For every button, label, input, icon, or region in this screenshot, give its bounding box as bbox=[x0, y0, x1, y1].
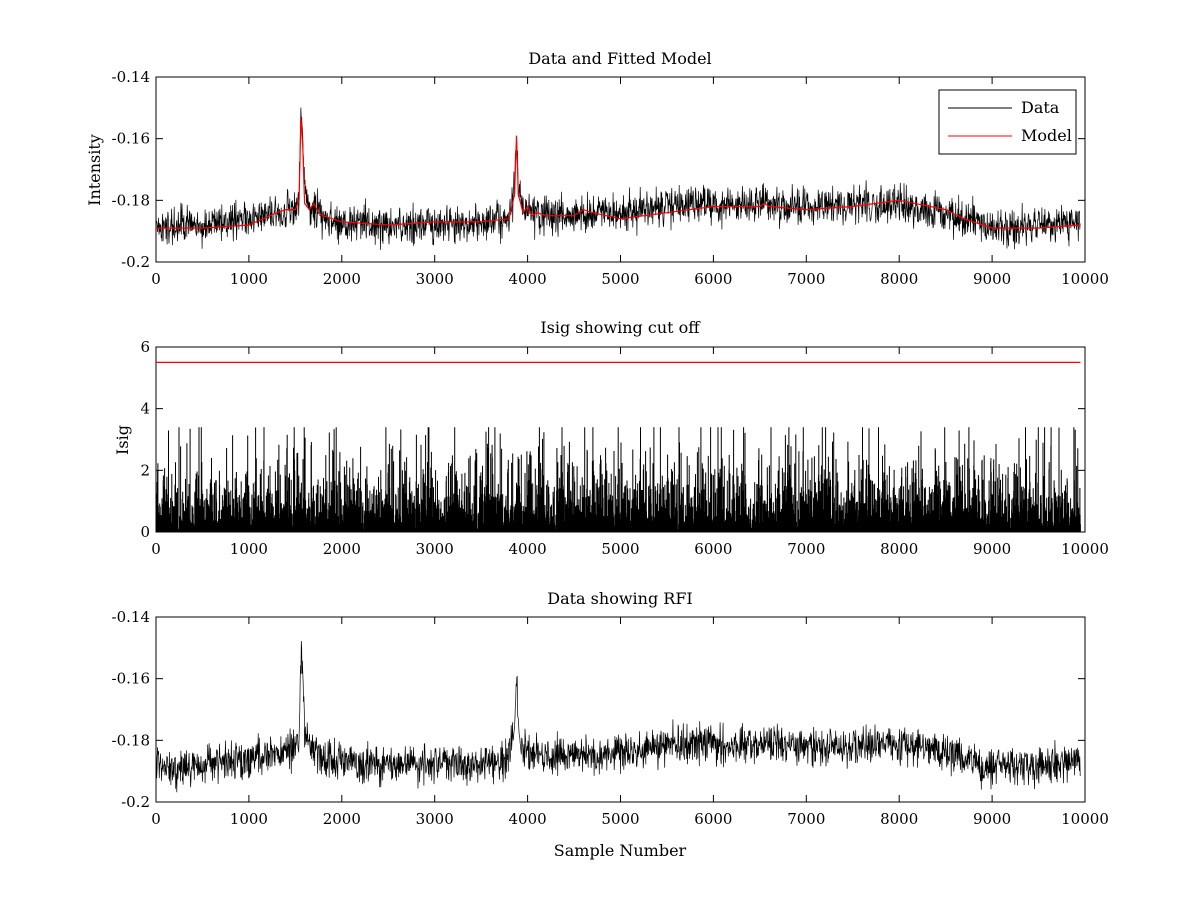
x-tick-label: 7000 bbox=[787, 810, 825, 828]
y-tick-label: 2 bbox=[140, 461, 150, 479]
series-layer bbox=[156, 107, 1081, 250]
panel-title: Data showing RFI bbox=[547, 589, 692, 608]
x-tick-label: 1000 bbox=[230, 810, 268, 828]
y-tick-label: -0.16 bbox=[112, 670, 150, 688]
series-layer bbox=[156, 640, 1081, 793]
x-tick-label: 9000 bbox=[973, 810, 1011, 828]
x-tick-label: 2000 bbox=[323, 540, 361, 558]
panel-title: Data and Fitted Model bbox=[528, 49, 711, 68]
y-tick-label: -0.18 bbox=[112, 191, 150, 209]
x-tick-label: 10000 bbox=[1061, 270, 1109, 288]
x-tick-label: 9000 bbox=[973, 540, 1011, 558]
x-tick-label: 10000 bbox=[1061, 540, 1109, 558]
x-tick-label: 1000 bbox=[230, 540, 268, 558]
series-line bbox=[156, 107, 1081, 250]
y-tick-label: 6 bbox=[140, 338, 150, 356]
x-tick-label: 6000 bbox=[694, 270, 732, 288]
x-tick-label: 5000 bbox=[601, 540, 639, 558]
x-tick-label: 5000 bbox=[601, 270, 639, 288]
series-layer bbox=[156, 361, 1081, 532]
legend-box bbox=[938, 89, 1077, 155]
x-tick-label: 0 bbox=[151, 540, 161, 558]
x-tick-label: 0 bbox=[151, 270, 161, 288]
x-tick-label: 9000 bbox=[973, 270, 1011, 288]
x-tick-label: 8000 bbox=[880, 270, 918, 288]
legend-label-data: Data bbox=[1021, 98, 1060, 117]
legend: Data Model bbox=[938, 89, 1077, 155]
x-tick-label: 7000 bbox=[787, 540, 825, 558]
plot-frame bbox=[155, 616, 1086, 803]
series-line bbox=[156, 640, 1081, 793]
x-tick-label: 0 bbox=[151, 810, 161, 828]
tick-layer: 0 1000 2000 3000 4000 5000 6000 7000 8000 9000 100… bbox=[112, 608, 1109, 828]
x-tick-label: 6000 bbox=[694, 540, 732, 558]
x-tick-label: 3000 bbox=[416, 540, 454, 558]
y-tick-label: 4 bbox=[140, 400, 150, 418]
panel-isig-showing-cut-off: 0 1000 2000 3000 4000 5000 6000 7000 8000 9000 100… bbox=[113, 318, 1109, 558]
x-tick-label: 3000 bbox=[416, 810, 454, 828]
plot-frame bbox=[155, 76, 1086, 263]
y-axis-label: Intensity bbox=[85, 134, 104, 206]
legend-label-model: Model bbox=[1021, 126, 1072, 145]
series-line bbox=[156, 117, 1081, 229]
panel-title: Isig showing cut off bbox=[540, 318, 701, 337]
x-axis-label: Sample Number bbox=[554, 841, 687, 860]
y-tick-label: -0.14 bbox=[112, 68, 150, 86]
panel-data-and-fitted-model: 0 1000 2000 3000 4000 5000 6000 7000 8000 9000 100… bbox=[85, 49, 1109, 288]
x-tick-label: 7000 bbox=[787, 270, 825, 288]
x-tick-label: 8000 bbox=[880, 540, 918, 558]
x-tick-label: 3000 bbox=[416, 270, 454, 288]
y-axis-label: Isig bbox=[113, 425, 132, 455]
x-tick-label: 2000 bbox=[323, 810, 361, 828]
y-tick-label: -0.18 bbox=[112, 731, 150, 749]
tick-layer: 0 1000 2000 3000 4000 5000 6000 7000 8000 9000 100… bbox=[112, 68, 1109, 288]
tick-layer: 0 1000 2000 3000 4000 5000 6000 7000 8000 9000 100… bbox=[140, 338, 1108, 558]
x-tick-label: 10000 bbox=[1061, 810, 1109, 828]
x-tick-label: 4000 bbox=[509, 540, 547, 558]
panel-data-showing-rfi: 0 1000 2000 3000 4000 5000 6000 7000 8000 9000 100… bbox=[112, 589, 1109, 860]
x-tick-label: 1000 bbox=[230, 270, 268, 288]
y-tick-label: -0.16 bbox=[112, 130, 150, 148]
x-tick-label: 5000 bbox=[601, 810, 639, 828]
x-tick-label: 6000 bbox=[694, 810, 732, 828]
series-line bbox=[156, 427, 1081, 532]
y-tick-label: -0.2 bbox=[121, 253, 150, 271]
y-tick-label: 0 bbox=[140, 523, 150, 541]
x-tick-label: 4000 bbox=[509, 810, 547, 828]
y-tick-label: -0.2 bbox=[121, 793, 150, 811]
y-tick-label: -0.14 bbox=[112, 608, 150, 626]
x-tick-label: 8000 bbox=[880, 810, 918, 828]
x-tick-label: 4000 bbox=[509, 270, 547, 288]
x-tick-label: 2000 bbox=[323, 270, 361, 288]
